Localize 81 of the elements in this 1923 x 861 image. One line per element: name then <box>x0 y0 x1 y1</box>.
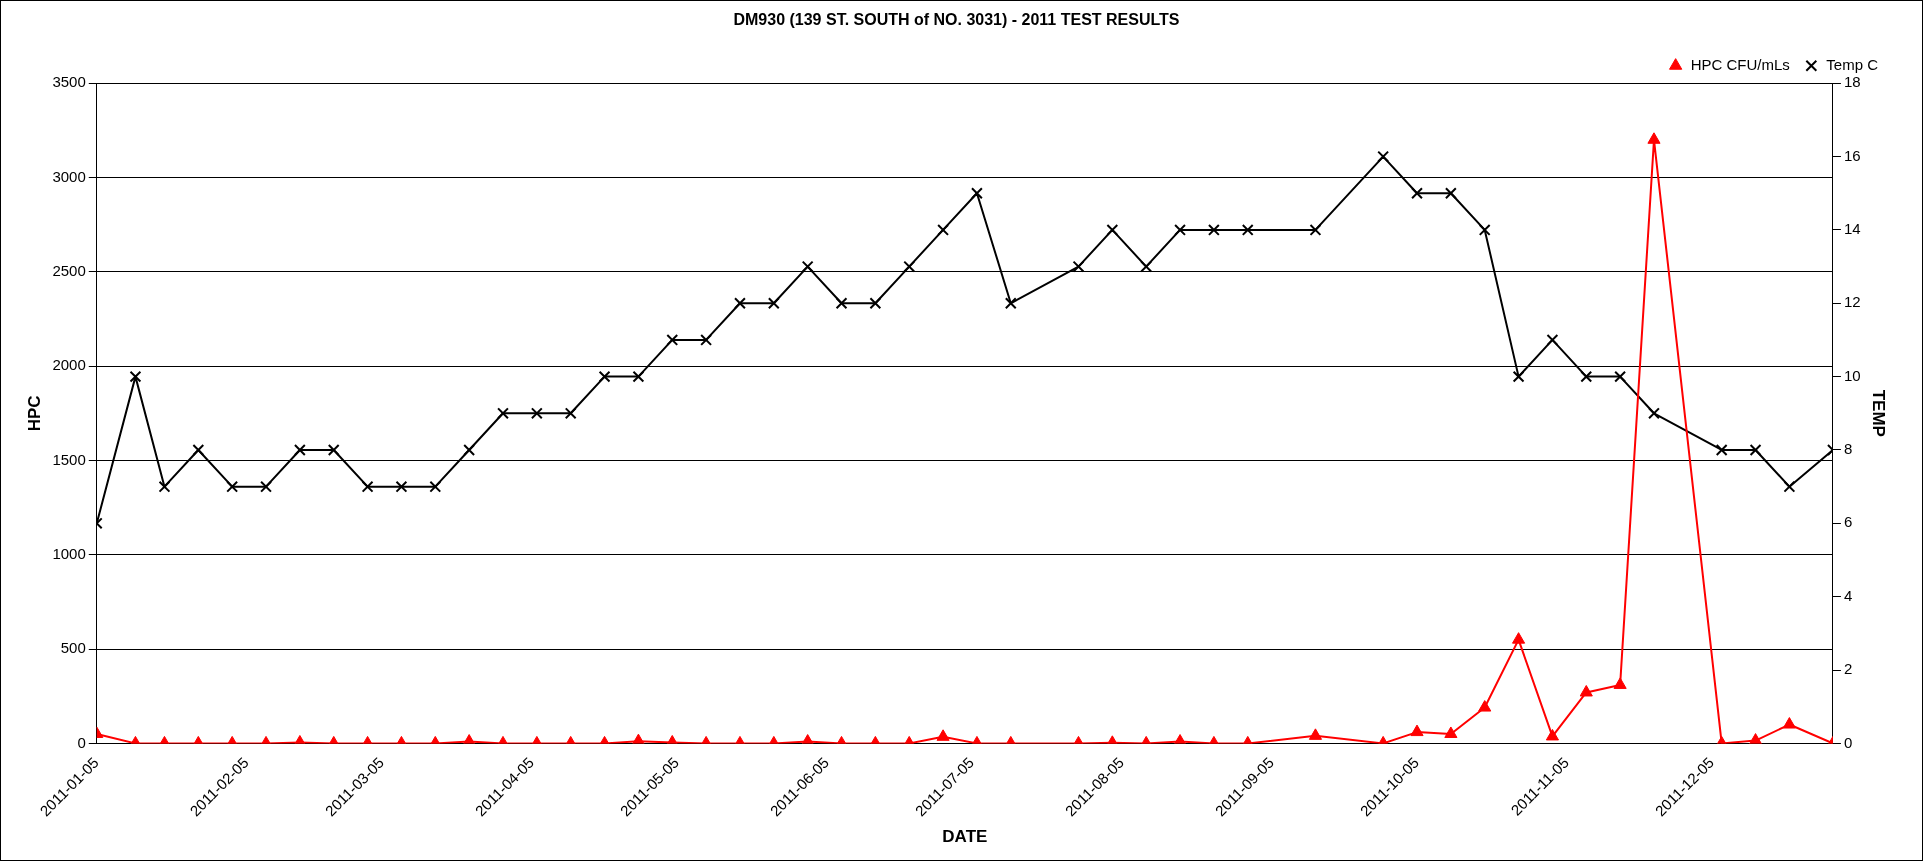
point <box>1410 724 1424 737</box>
point <box>937 223 950 236</box>
y2-tick-label: 14 <box>1843 220 1861 238</box>
point <box>1614 370 1627 383</box>
y2-tick-label: 12 <box>1843 293 1861 311</box>
point <box>1749 444 1762 456</box>
y2-tick-label: 16 <box>1843 146 1861 164</box>
point <box>395 480 408 493</box>
point <box>1308 728 1323 740</box>
y-tick-label: 3500 <box>52 73 86 91</box>
point <box>1545 728 1559 741</box>
point <box>564 407 577 420</box>
point <box>632 370 645 383</box>
point <box>1241 223 1254 236</box>
y-tick-label: 3000 <box>52 167 86 185</box>
point <box>1782 717 1796 729</box>
point <box>1478 700 1492 712</box>
point <box>1512 632 1526 644</box>
point <box>129 370 142 383</box>
y2-tick-label: 10 <box>1843 366 1861 384</box>
point <box>970 187 983 200</box>
point <box>192 444 205 456</box>
point <box>1546 334 1559 346</box>
point <box>835 297 848 310</box>
y2-tick-label: 0 <box>1843 733 1853 751</box>
y-tick-label: 0 <box>77 733 86 751</box>
point <box>530 407 543 420</box>
y-tick-label: 1000 <box>52 544 86 562</box>
point <box>1444 726 1458 738</box>
point <box>1647 132 1661 144</box>
y-axis-title: HPC <box>24 395 44 432</box>
point <box>1512 370 1525 383</box>
point <box>293 444 306 456</box>
y-tick-label: 500 <box>60 639 86 657</box>
point <box>497 407 509 420</box>
point <box>1783 480 1796 493</box>
y2-tick-label: 2 <box>1843 660 1853 678</box>
point <box>1715 444 1728 456</box>
point <box>1072 260 1085 273</box>
point <box>1106 223 1119 236</box>
point <box>598 370 611 383</box>
point <box>1207 223 1220 236</box>
point <box>1580 370 1593 383</box>
point <box>1140 260 1153 273</box>
y2-tick-label: 18 <box>1843 73 1861 91</box>
point <box>260 480 272 493</box>
y2-axis-title: TEMP <box>1869 389 1889 437</box>
chart-title: DM930 (139 ST. SOUTH of NO. 3031) - 2011 TEST RESULTS <box>733 11 1180 29</box>
point <box>1579 684 1593 697</box>
point <box>429 480 442 493</box>
point <box>1478 223 1491 236</box>
point <box>327 444 340 456</box>
x-axis-title: DATE <box>942 827 988 847</box>
point <box>1648 407 1660 420</box>
point <box>158 480 171 493</box>
y2-tick-label: 6 <box>1843 513 1853 531</box>
point <box>666 334 679 346</box>
point <box>903 260 916 273</box>
point <box>1004 297 1017 310</box>
point <box>734 297 746 310</box>
point <box>700 334 713 346</box>
point <box>361 480 374 493</box>
point <box>1444 187 1457 200</box>
legend-label: Temp C <box>1826 55 1879 73</box>
y-tick-label: 1500 <box>52 450 86 468</box>
point <box>1377 150 1390 163</box>
point <box>767 297 780 310</box>
point <box>1309 223 1322 236</box>
y-tick-label: 2000 <box>52 356 86 374</box>
point <box>226 480 239 493</box>
point <box>936 729 950 741</box>
y-tick-label: 2500 <box>52 261 86 279</box>
point <box>869 297 882 310</box>
y2-tick-label: 8 <box>1843 440 1853 458</box>
point <box>1174 223 1186 236</box>
point <box>1613 677 1627 689</box>
point <box>801 260 814 273</box>
legend-label: HPC CFU/mLs <box>1690 55 1790 73</box>
point <box>463 444 476 456</box>
y2-tick-label: 4 <box>1843 586 1853 604</box>
point <box>1411 187 1423 200</box>
